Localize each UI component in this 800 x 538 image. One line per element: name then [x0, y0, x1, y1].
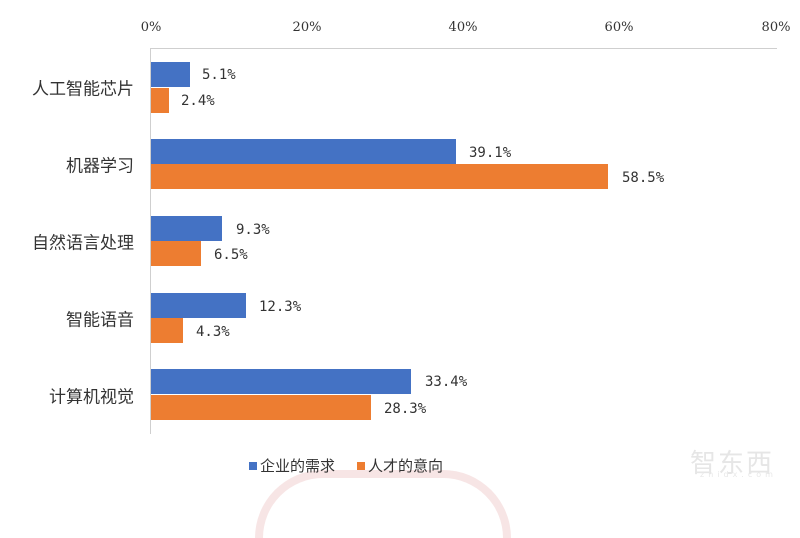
watermark-url: zhidx.com: [700, 470, 777, 479]
bar-demand-ml: [151, 139, 456, 164]
bar-demand-ai-chip: [151, 62, 190, 87]
bar-intent-speech: [151, 318, 183, 343]
category-label: 智能语音: [66, 310, 134, 331]
horizontal-bar-chart: 0% 20% 40% 60% 80% 人工智能芯片 5.1% 2.4% 机器学习…: [32, 20, 791, 538]
legend: 企业的需求 人才的意向: [249, 455, 443, 476]
watermark-logo: 智东西: [690, 449, 775, 479]
bar-intent-cv: [151, 395, 371, 420]
bar-demand-nlp: [151, 216, 222, 241]
value-label: 12.3%: [259, 299, 302, 315]
legend-item-demand[interactable]: 企业的需求: [249, 455, 335, 476]
bar-intent-ai-chip: [151, 88, 169, 113]
bar-intent-ml: [151, 164, 608, 189]
value-label: 9.3%: [236, 222, 270, 238]
category-label: 人工智能芯片: [32, 79, 134, 100]
x-tick-80: 80%: [761, 20, 791, 35]
x-axis-line: [150, 48, 777, 49]
bar-intent-nlp: [151, 241, 201, 266]
bar-demand-cv: [151, 369, 411, 394]
x-tick-20: 20%: [292, 20, 322, 35]
category-label: 机器学习: [66, 156, 134, 177]
value-label: 33.4%: [425, 374, 468, 390]
value-label: 5.1%: [202, 67, 236, 83]
x-tick-0: 0%: [140, 20, 162, 35]
category-label: 自然语言处理: [32, 233, 134, 254]
value-label: 39.1%: [469, 145, 512, 161]
value-label: 58.5%: [622, 170, 665, 186]
category-label: 计算机视觉: [49, 387, 134, 408]
background-logo: [255, 470, 511, 538]
legend-item-intent[interactable]: 人才的意向: [357, 455, 443, 476]
legend-swatch-blue-icon: [249, 461, 257, 470]
legend-label: 人才的意向: [368, 457, 444, 475]
value-label: 2.4%: [181, 93, 215, 109]
value-label: 6.5%: [214, 247, 248, 263]
legend-swatch-orange-icon: [357, 461, 366, 470]
legend-label: 企业的需求: [260, 457, 336, 475]
value-label: 28.3%: [384, 401, 427, 417]
value-label: 4.3%: [196, 324, 230, 340]
x-tick-40: 40%: [448, 20, 478, 35]
bar-demand-speech: [151, 293, 246, 318]
x-tick-60: 60%: [604, 20, 634, 35]
y-axis-line: [150, 48, 151, 434]
